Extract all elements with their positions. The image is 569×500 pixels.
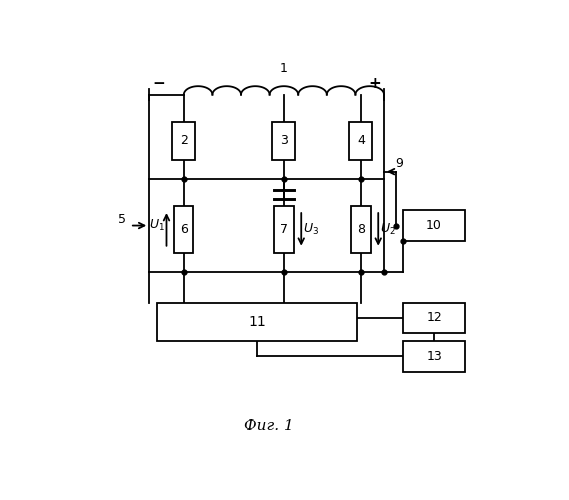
- Text: 5: 5: [118, 214, 126, 226]
- Text: 7: 7: [280, 223, 288, 236]
- Text: 9: 9: [395, 158, 403, 170]
- Bar: [172, 122, 195, 160]
- Text: 2: 2: [180, 134, 188, 147]
- Text: $U_1$: $U_1$: [149, 218, 165, 233]
- Text: +: +: [368, 76, 381, 90]
- Bar: [174, 206, 193, 252]
- Bar: [403, 210, 465, 241]
- Text: 13: 13: [426, 350, 442, 363]
- Bar: [273, 122, 295, 160]
- Text: 3: 3: [280, 134, 288, 147]
- Text: 12: 12: [426, 312, 442, 324]
- Bar: [157, 302, 357, 341]
- Text: 6: 6: [180, 223, 188, 236]
- Text: Фиг. 1: Фиг. 1: [244, 419, 294, 432]
- Bar: [351, 206, 370, 252]
- Bar: [403, 302, 465, 334]
- Text: 10: 10: [426, 219, 442, 232]
- Text: 8: 8: [357, 223, 365, 236]
- Text: $U_3$: $U_3$: [303, 222, 319, 237]
- Text: −: −: [152, 76, 165, 90]
- Text: 11: 11: [248, 315, 266, 329]
- Text: $U_2$: $U_2$: [380, 222, 396, 237]
- Bar: [349, 122, 373, 160]
- Bar: [274, 206, 294, 252]
- Text: 4: 4: [357, 134, 365, 147]
- Bar: [403, 341, 465, 372]
- Text: 1: 1: [280, 62, 288, 76]
